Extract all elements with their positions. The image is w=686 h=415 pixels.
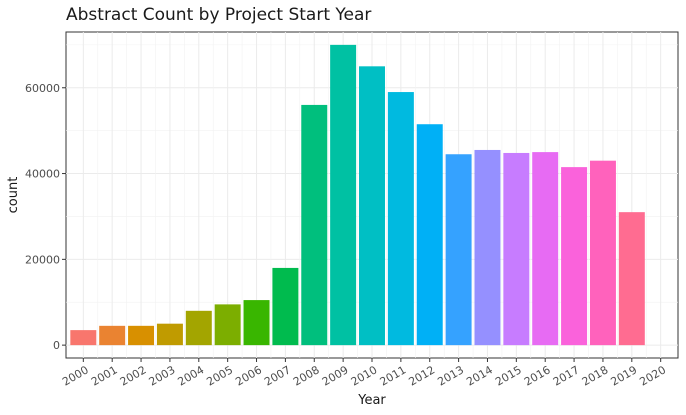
bar-2002 [128,325,155,346]
x-tick-label: 2017 [551,363,582,388]
bar-2013 [445,154,472,346]
bar-2004 [185,310,212,346]
x-axis-title: Year [357,393,386,408]
x-axis-ticks: 2000200120022003200420052006200720082009… [60,358,668,389]
x-tick-label: 2008 [291,363,322,388]
bar-2000 [70,330,97,346]
bar-2018 [589,160,616,346]
bar-2012 [416,124,443,346]
x-tick-label: 2006 [233,363,264,388]
x-tick-label: 2019 [609,363,640,388]
x-tick-label: 2013 [435,363,466,388]
y-tick-label: 20000 [25,253,60,266]
x-tick-label: 2015 [493,363,524,388]
x-tick-label: 2003 [147,363,178,388]
y-tick-label: 0 [53,339,60,352]
x-tick-label: 2000 [60,363,91,388]
x-tick-label: 2018 [580,363,611,388]
bar-2001 [99,325,126,346]
x-tick-label: 2011 [378,363,409,388]
y-axis-ticks: 0 20000 40000 60000 [25,82,66,352]
y-axis-title: count [6,177,21,214]
x-tick-label: 2001 [89,363,120,388]
bar-2017 [561,167,588,346]
bar-2008 [301,104,328,346]
x-tick-label: 2020 [637,363,668,388]
bar-2003 [156,323,183,346]
x-tick-label: 2002 [118,363,149,388]
bar-2015 [503,152,530,346]
bar-2006 [243,300,270,346]
y-tick-label: 60000 [25,82,60,95]
bar-2009 [330,44,357,346]
x-tick-label: 2014 [464,363,495,388]
x-tick-label: 2010 [349,363,380,388]
x-tick-label: 2007 [262,363,293,388]
x-tick-label: 2009 [320,363,351,388]
bar-2007 [272,267,299,346]
bar-2011 [387,92,414,346]
bar-2014 [474,149,501,346]
x-tick-label: 2004 [176,363,207,388]
bar-2010 [359,66,385,346]
bars [70,44,645,346]
y-tick-label: 40000 [25,168,60,181]
chart-title: Abstract Count by Project Start Year [66,5,371,25]
bar-2019 [618,212,645,346]
x-tick-label: 2005 [204,363,235,388]
x-tick-label: 2012 [406,363,437,388]
x-tick-label: 2016 [522,363,553,388]
bar-2016 [532,152,559,346]
bar-2005 [214,304,241,346]
